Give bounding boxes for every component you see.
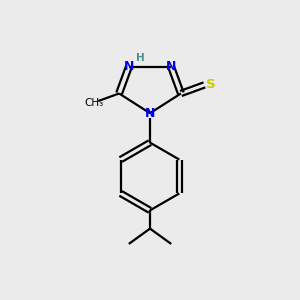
Text: S: S xyxy=(206,78,216,92)
Text: N: N xyxy=(145,107,155,120)
Text: H: H xyxy=(136,53,144,63)
Text: N: N xyxy=(166,61,176,74)
Text: N: N xyxy=(124,61,134,74)
Text: CH₃: CH₃ xyxy=(84,98,104,108)
